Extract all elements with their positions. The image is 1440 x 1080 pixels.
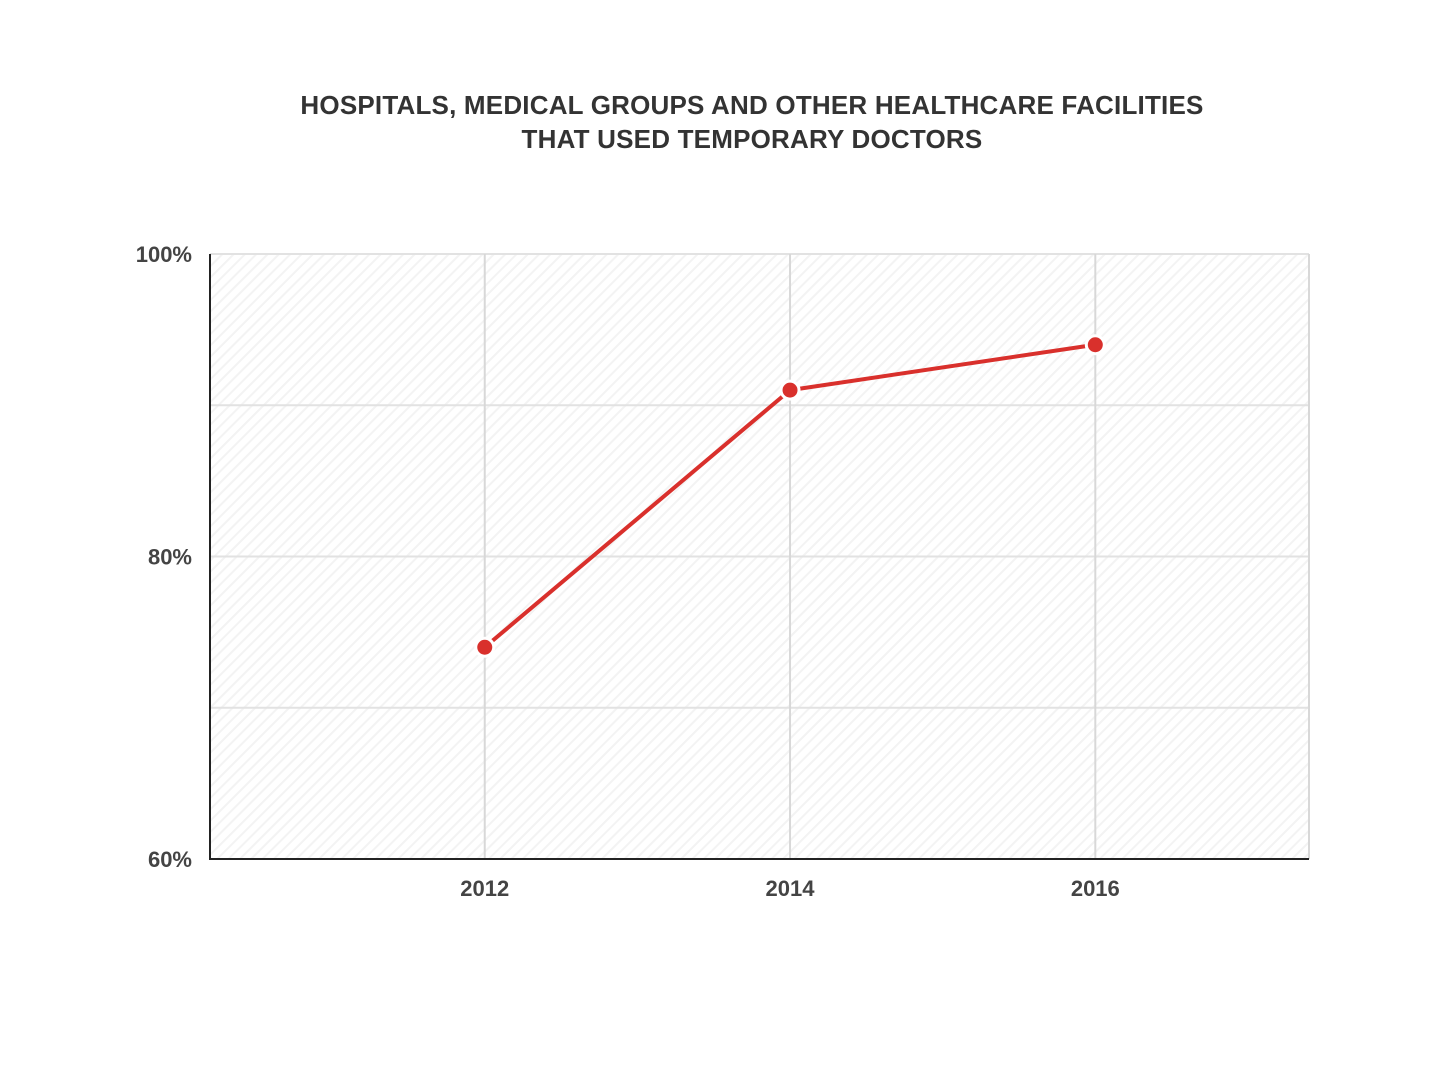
data-point: [779, 379, 801, 401]
data-point: [474, 636, 496, 658]
chart-title-line-2: THAT USED TEMPORARY DOCTORS: [521, 124, 983, 154]
chart-title-line-1: HOSPITALS, MEDICAL GROUPS AND OTHER HEAL…: [300, 90, 1204, 120]
x-tick-label: 2014: [766, 876, 816, 901]
y-tick-label: 80%: [148, 545, 192, 570]
y-tick-label: 100%: [136, 242, 192, 267]
x-tick-label: 2016: [1071, 876, 1120, 901]
y-tick-label: 60%: [148, 847, 192, 872]
data-point: [1084, 334, 1106, 356]
chart-title: HOSPITALS, MEDICAL GROUPS AND OTHER HEAL…: [0, 88, 1440, 156]
x-tick-label: 2012: [460, 876, 509, 901]
